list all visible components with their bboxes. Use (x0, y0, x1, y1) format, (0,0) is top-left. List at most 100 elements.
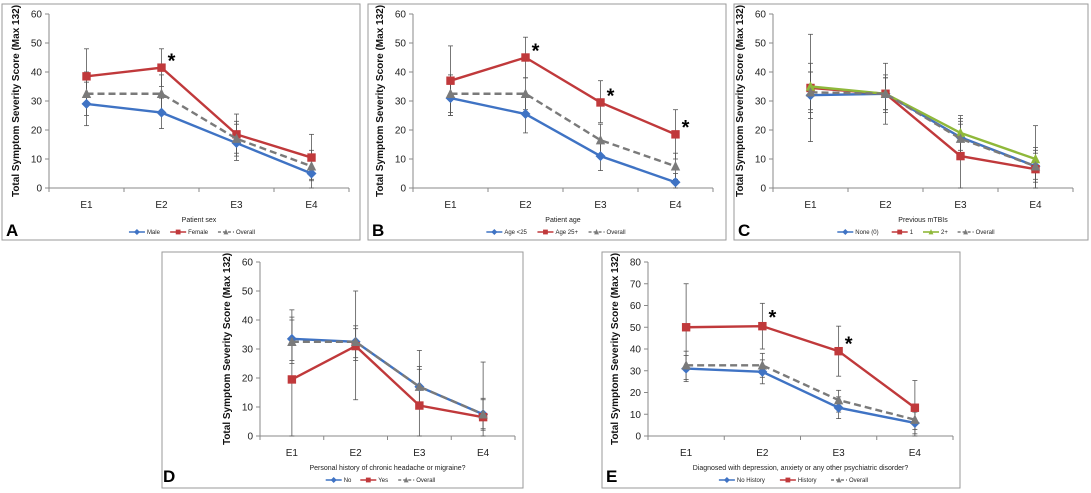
y-tick-label: 20 (755, 126, 767, 137)
data-point-overall (910, 414, 920, 424)
data-point-2 (955, 127, 966, 138)
y-tick-label: 0 (760, 184, 766, 195)
legend: None (0) 1 2+ Overall (837, 229, 995, 236)
y-axis-label: Total Symptom Severity Score (Max 132) (222, 253, 233, 445)
data-point-overall (231, 133, 242, 143)
legend-label-overall: Overall (849, 478, 868, 484)
y-tick-label: 0 (36, 184, 42, 195)
series-line-overall (810, 91, 1036, 168)
y-tick-label: 0 (635, 432, 641, 443)
panel-e: 0 10 20 30 40 50 60 70 80 E1 E2 E3 E4 Total Symptom S… (600, 248, 962, 493)
panel-letter-b: B (372, 221, 384, 240)
chart-a: 0 10 20 30 40 50 60 E1 E2 E3 E4 Total Symptom Sever… (1, 3, 361, 241)
panel-a: 0 10 20 30 40 50 60 E1 E2 E3 E4 Total Symptom Sever… (0, 0, 362, 245)
data-point-overall (880, 88, 891, 98)
legend-label-none-0: None (0) (855, 230, 878, 236)
data-point-overall (445, 88, 456, 98)
legend: No History History Overall (718, 477, 868, 484)
data-point-female (157, 63, 166, 72)
legend: Age <25 Age 25+ Overall (486, 229, 626, 236)
panel-frame (161, 251, 524, 489)
y-tick-label: 20 (630, 388, 642, 399)
x-tick-label-e1: E1 (80, 200, 93, 211)
data-point-overall (955, 133, 966, 143)
legend-label-overall: Overall (976, 230, 995, 236)
legend-label-age-25: Age 25+ (555, 230, 578, 236)
legend-swatch-none-0-marker (842, 229, 849, 235)
data-point-overall (306, 161, 317, 171)
y-tick-label: 0 (400, 184, 406, 195)
x-tick-label-e3: E3 (594, 200, 607, 211)
data-point-overall (595, 134, 606, 145)
legend-swatch-overall-marker (836, 477, 842, 483)
y-tick-label: 20 (242, 374, 254, 385)
legend-swatch-age-25-marker (491, 229, 498, 235)
legend-label-2: 2+ (941, 230, 948, 236)
legend-swatch-male-marker (133, 229, 140, 235)
data-point-overall (670, 161, 681, 171)
y-tick-label: 10 (31, 155, 43, 166)
data-point-2 (1030, 153, 1041, 164)
legend-swatch-female-marker (175, 229, 181, 235)
series-line-overall (450, 92, 676, 168)
data-point-yes (415, 401, 424, 410)
series-line-overall (291, 340, 484, 416)
x-tick-label-e1: E1 (804, 200, 817, 211)
data-point-female (82, 72, 91, 81)
panel-b: 0 10 20 30 40 50 60 E1 E2 E3 E4 Total Symptom Sever… (366, 0, 728, 245)
significance-marker: * (845, 333, 853, 355)
y-tick-label: 30 (395, 97, 407, 108)
data-point-history (758, 321, 767, 331)
data-point-history (910, 403, 920, 412)
x-axis-label: Personal history of chronic headache or … (309, 465, 465, 472)
data-point-overall (805, 87, 816, 97)
legend: No Yes Overall (325, 477, 435, 484)
y-tick-label: 70 (630, 279, 642, 290)
y-tick-label: 40 (31, 68, 43, 79)
legend-swatch-overall-marker (594, 229, 599, 235)
y-tick-label: 10 (242, 403, 254, 414)
data-point-overall (414, 381, 425, 391)
series-line-overall (86, 92, 312, 168)
series-line-history (686, 324, 916, 409)
panel-letter-e: E (606, 467, 617, 486)
x-tick-label-e4: E4 (1029, 200, 1042, 211)
panel-frame (367, 3, 727, 241)
significance-marker: * (168, 51, 176, 73)
y-axis-label: Total Symptom Severity Score (Max 132) (735, 5, 746, 197)
panel-letter-d: D (163, 467, 175, 486)
y-tick-label: 40 (630, 345, 642, 356)
legend-label-overall: Overall (236, 230, 255, 236)
data-point-overall (757, 360, 768, 370)
legend-label-overall: Overall (416, 478, 435, 484)
series-line-age-25 (450, 96, 676, 184)
x-tick-label-e2: E2 (350, 448, 363, 459)
data-point-overall (1030, 161, 1041, 171)
panel-letter-c: C (738, 221, 750, 240)
y-tick-label: 60 (242, 258, 254, 269)
data-point-history (834, 346, 843, 356)
panel-frame (601, 251, 961, 489)
data-point-no-history (757, 366, 768, 377)
y-tick-label: 50 (31, 39, 43, 50)
legend-swatch-yes-marker (365, 477, 371, 483)
x-tick-label-e3: E3 (230, 200, 243, 211)
y-tick-label: 40 (242, 316, 254, 327)
y-tick-label: 20 (31, 126, 43, 137)
legend-swatch-overall-marker (963, 229, 968, 235)
x-tick-label-e3: E3 (833, 448, 846, 459)
chart-e: 0 10 20 30 40 50 60 70 80 E1 E2 E3 E4 Total Symptom S… (601, 251, 961, 489)
y-tick-label: 0 (247, 432, 253, 443)
data-point-female (307, 153, 316, 162)
legend-swatch-2-marker (928, 229, 934, 235)
data-point-no-history (833, 402, 844, 413)
data-point-age-25 (671, 130, 680, 139)
y-tick-label: 60 (31, 10, 43, 21)
y-tick-label: 60 (395, 10, 407, 21)
significance-marker: * (682, 117, 690, 139)
y-tick-label: 10 (395, 155, 407, 166)
y-tick-label: 30 (242, 345, 254, 356)
y-axis-label: Total Symptom Severity Score (Max 132) (375, 5, 386, 197)
y-tick-label: 60 (755, 10, 767, 21)
significance-marker: * (607, 85, 615, 107)
